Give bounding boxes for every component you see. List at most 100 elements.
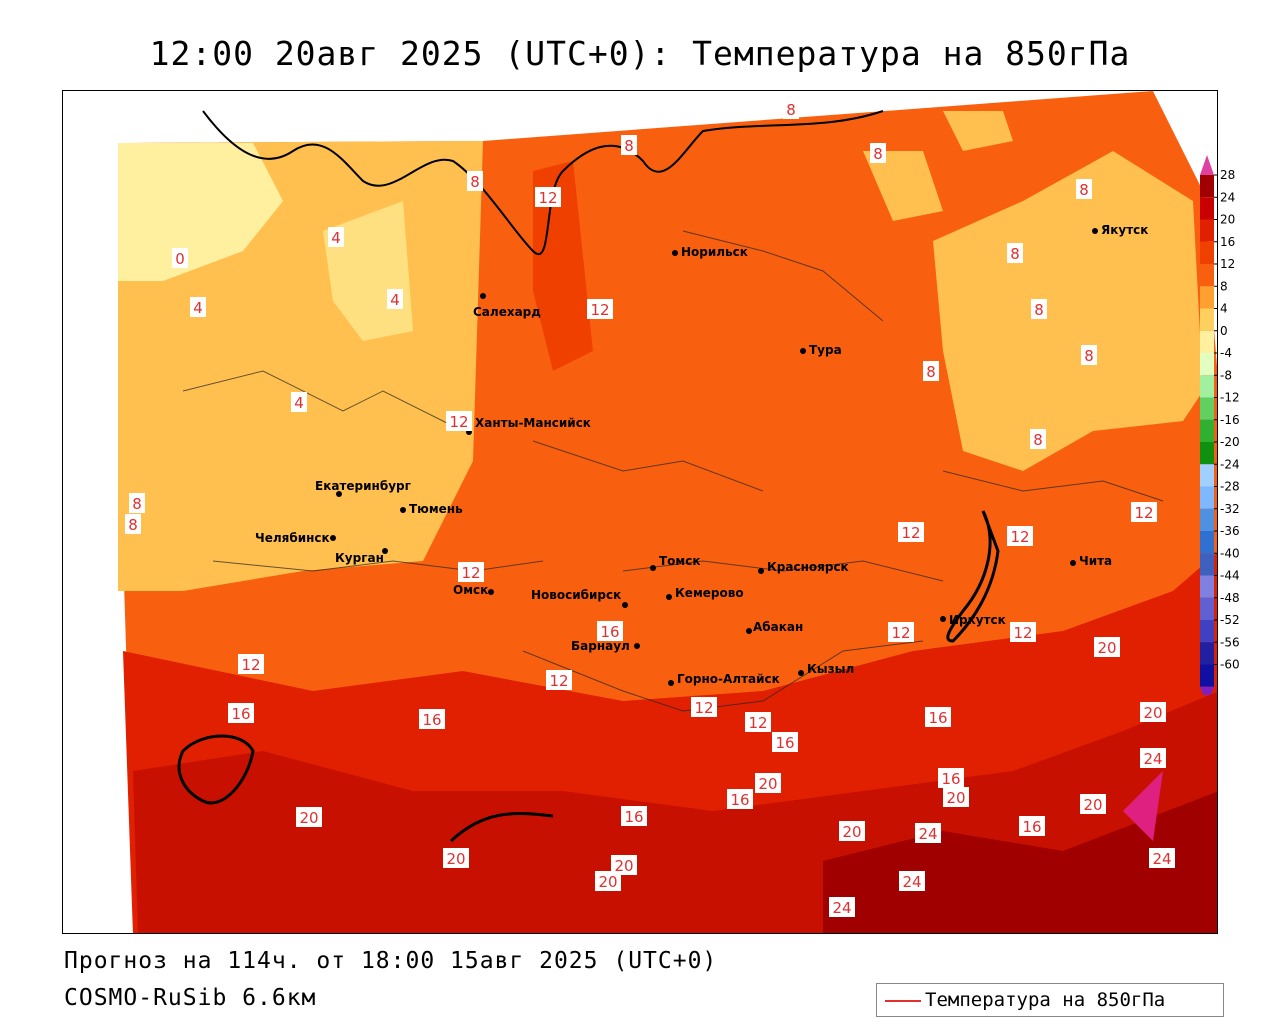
city-label: Салехард (473, 305, 541, 319)
city-novosibirsk[interactable]: Новосибирск (531, 588, 628, 608)
scale-swatch (1200, 620, 1214, 643)
city-tura[interactable]: Тура (800, 343, 842, 357)
legend-line-swatch (885, 1000, 921, 1002)
isotherm-label: 20 (755, 773, 781, 793)
isotherm-label: 8 (1007, 243, 1023, 263)
isotherm-label: 20 (1140, 702, 1166, 722)
isotherm-label: 12 (1007, 526, 1033, 546)
isotherm-label-bg (938, 768, 964, 788)
scale-tick-label: 0 (1220, 324, 1228, 338)
isotherm-label: 12 (587, 299, 613, 319)
scale-swatch (1200, 419, 1214, 442)
isotherm-label-bg (387, 289, 403, 309)
scale-tick-label: 4 (1220, 302, 1228, 316)
isotherm-label-bg (745, 712, 771, 732)
city-kemerovo[interactable]: Кемерово (666, 586, 744, 600)
city-chita[interactable]: Чита (1070, 554, 1112, 568)
isotherm-label-text: 12 (901, 524, 920, 542)
isotherm-label: 20 (1080, 794, 1106, 814)
isotherm-label-text: 8 (1084, 347, 1094, 365)
map-canvas: Норильск Якутск Салехард Тура Ханты-Манс… (63, 91, 1217, 933)
isotherm-label-text: 16 (600, 623, 619, 641)
isotherm-label-bg (190, 297, 206, 317)
scale-swatch (1200, 353, 1214, 376)
isotherm-label-bg (772, 732, 798, 752)
city-label: Красноярск (767, 560, 849, 574)
isotherm-label-text: 16 (941, 770, 960, 788)
isotherm-label: 8 (467, 171, 483, 191)
city-tyumen[interactable]: Тюмень (400, 502, 463, 516)
scale-swatch (1200, 442, 1214, 465)
model-info: COSMO-RuSib 6.6км (64, 985, 317, 1011)
isotherm-label-bg (129, 493, 145, 513)
zone-hot-east-spot (1123, 771, 1163, 841)
scale-tick-label: -28 (1220, 480, 1240, 494)
zone-red-warm-spot (533, 161, 593, 371)
isotherm-label-text: 16 (1022, 818, 1041, 836)
city-label: Иркутск (949, 613, 1006, 627)
isotherm-label: 16 (938, 768, 964, 788)
city-yekaterinburg[interactable]: Екатеринбург (315, 479, 411, 497)
isotherm-label: 12 (1010, 622, 1036, 642)
isotherm-label-text: 8 (470, 173, 480, 191)
isotherm-label-text: 12 (1010, 528, 1029, 546)
scale-tick-label: -48 (1220, 591, 1240, 605)
scale-tick-label: -20 (1220, 435, 1240, 449)
city-kyzyl[interactable]: Кызыл (798, 662, 854, 676)
city-norilsk[interactable]: Норильск (672, 245, 748, 259)
isotherm-label-bg (1094, 637, 1120, 657)
isotherm-label-text: 16 (928, 709, 947, 727)
scale-tick-label: 28 (1220, 168, 1235, 182)
isotherm-label: 12 (1131, 502, 1157, 522)
isotherm-label-bg (898, 522, 924, 542)
isotherm-label-bg (611, 855, 637, 875)
city-abakan[interactable]: Абакан (746, 620, 803, 634)
page-title: 12:00 20авг 2025 (UTC+0): Температура на… (149, 34, 1131, 73)
isotherm-label-bg (296, 807, 322, 827)
city-chelyabinsk[interactable]: Челябинск (255, 531, 336, 545)
city-krasnoyarsk[interactable]: Красноярск (758, 560, 849, 574)
outside-domain-nw (63, 91, 118, 933)
city-gorno-altaysk[interactable]: Горно-Алтайск (668, 672, 780, 686)
city-salekhard[interactable]: Салехард (473, 293, 541, 319)
isotherm-label-bg (1149, 848, 1175, 868)
city-omsk[interactable]: Омск (453, 583, 494, 597)
city-label: Омск (453, 583, 488, 597)
isotherm-label: 12 (546, 670, 572, 690)
isotherm-label: 16 (419, 709, 445, 729)
scale-swatch (1200, 642, 1214, 665)
city-kurgan[interactable]: Курган (335, 548, 388, 565)
city-yakutsk[interactable]: Якутск (1092, 223, 1148, 237)
city-label: Норильск (681, 245, 748, 259)
isotherm-label-text: 12 (241, 656, 260, 674)
city-label: Ханты-Мансийск (475, 416, 591, 430)
zone-red-24 (823, 791, 1217, 933)
isotherm-label-text: 12 (449, 413, 468, 431)
city-barnaul[interactable]: Барнаул (571, 639, 640, 653)
scale-tick-label: -12 (1220, 391, 1240, 405)
isotherm-label-text: 16 (775, 734, 794, 752)
scale-swatch (1200, 597, 1214, 620)
temperature-map[interactable]: Норильск Якутск Салехард Тура Ханты-Манс… (62, 90, 1218, 934)
isotherm-label: 12 (238, 654, 264, 674)
isotherm-label-bg (621, 806, 647, 826)
isotherm-label-text: 8 (132, 495, 142, 513)
scale-swatch (1200, 241, 1214, 264)
city-label: Екатеринбург (315, 479, 411, 493)
isotherm-label-bg (888, 622, 914, 642)
isotherm-label-text: 20 (446, 850, 465, 868)
isotherm-label: 24 (915, 823, 941, 843)
isotherm-label: 0 (172, 248, 188, 268)
isotherm-label: 20 (943, 787, 969, 807)
isotherm-label-text: 12 (549, 672, 568, 690)
isotherm-label-text: 24 (832, 899, 851, 917)
isotherm-label-text: 12 (694, 699, 713, 717)
isotherm-label-bg (783, 99, 799, 119)
city-tomsk[interactable]: Томск (650, 554, 701, 571)
isotherm-label: 12 (691, 697, 717, 717)
isotherm-label-text: 8 (926, 363, 936, 381)
city-irkutsk[interactable]: Иркутск (940, 613, 1006, 627)
isotherm-label: 8 (1081, 345, 1097, 365)
scale-swatch (1200, 397, 1214, 420)
isotherm-label-bg (829, 897, 855, 917)
